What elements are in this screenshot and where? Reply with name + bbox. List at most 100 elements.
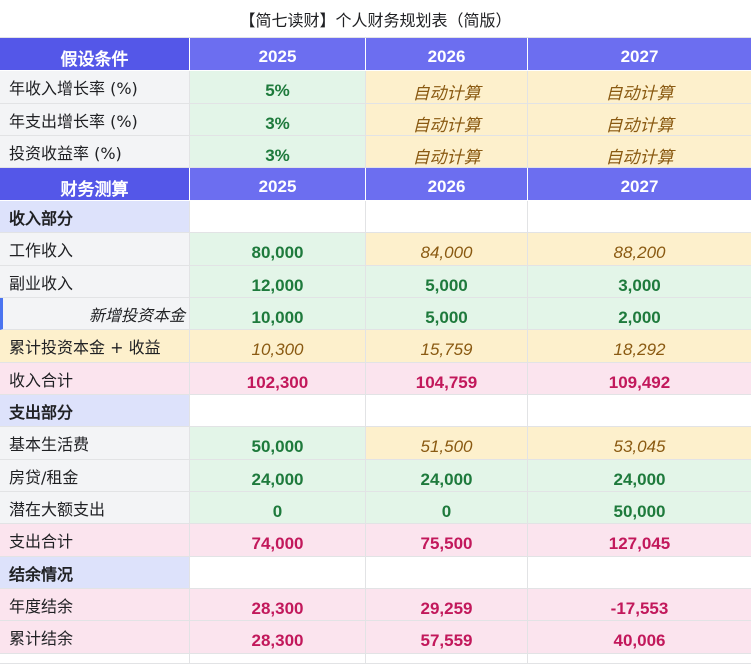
value-cell[interactable]: 50,000 <box>190 427 366 460</box>
auto-calc-cell[interactable]: 自动计算 <box>528 71 751 104</box>
value-cell[interactable]: 109,492 <box>528 363 751 395</box>
row-label[interactable]: 房贷/租金 <box>0 460 190 492</box>
row-label[interactable]: 年度结余 <box>0 589 190 621</box>
row-label[interactable]: 新增投资本金 <box>0 298 190 330</box>
section-row-balance: 结余情况 <box>0 557 751 589</box>
value-cell[interactable]: 102,300 <box>190 363 366 395</box>
value-cell[interactable]: 3% <box>190 104 366 136</box>
section-label[interactable]: 支出部分 <box>0 395 190 427</box>
value-cell[interactable]: 10,000 <box>190 298 366 330</box>
value-cell[interactable]: 53,045 <box>528 427 751 460</box>
empty-cell[interactable] <box>0 654 190 664</box>
section-label[interactable]: 结余情况 <box>0 557 190 589</box>
row-label[interactable]: 潜在大额支出 <box>0 492 190 524</box>
table-row: 年支出增长率 (%) 3% 自动计算 自动计算 <box>0 104 751 136</box>
auto-calc-cell[interactable]: 自动计算 <box>528 104 751 136</box>
value-cell[interactable]: 5,000 <box>366 298 528 330</box>
value-cell[interactable]: 0 <box>190 492 366 524</box>
year-header-2026[interactable]: 2026 <box>366 38 528 71</box>
assumptions-header[interactable]: 假设条件 <box>0 38 190 71</box>
value-cell[interactable]: 80,000 <box>190 233 366 266</box>
table-row: 潜在大额支出 0 0 50,000 <box>0 492 751 524</box>
title-row: 【简七读财】个人财务规划表（简版） <box>0 0 751 38</box>
table-row: 累计结余 28,300 57,559 40,006 <box>0 621 751 654</box>
value-cell[interactable]: 127,045 <box>528 524 751 557</box>
value-cell[interactable]: 15,759 <box>366 330 528 363</box>
empty-cell[interactable] <box>528 654 751 664</box>
value-cell[interactable]: 18,292 <box>528 330 751 363</box>
year-header-2027[interactable]: 2027 <box>528 38 751 71</box>
year-header-2026[interactable]: 2026 <box>366 168 528 201</box>
value-cell[interactable]: 3% <box>190 136 366 168</box>
value-cell[interactable]: -17,553 <box>528 589 751 621</box>
value-cell[interactable]: 24,000 <box>190 460 366 492</box>
value-cell[interactable]: 24,000 <box>366 460 528 492</box>
empty-cell[interactable] <box>528 557 751 589</box>
empty-cell[interactable] <box>528 201 751 233</box>
value-cell[interactable]: 0 <box>366 492 528 524</box>
table-row: 累计投资本金 + 收益 10,300 15,759 18,292 <box>0 330 751 363</box>
empty-row <box>0 654 751 664</box>
value-cell[interactable]: 84,000 <box>366 233 528 266</box>
row-label[interactable]: 年支出增长率 (%) <box>0 104 190 136</box>
section-row-expense: 支出部分 <box>0 395 751 427</box>
auto-calc-cell[interactable]: 自动计算 <box>366 104 528 136</box>
table-row: 投资收益率 (%) 3% 自动计算 自动计算 <box>0 136 751 168</box>
value-cell[interactable]: 5,000 <box>366 266 528 298</box>
empty-cell[interactable] <box>190 395 366 427</box>
value-cell[interactable]: 74,000 <box>190 524 366 557</box>
value-cell[interactable]: 5% <box>190 71 366 104</box>
total-row: 收入合计 102,300 104,759 109,492 <box>0 363 751 395</box>
row-label[interactable]: 工作收入 <box>0 233 190 266</box>
row-label[interactable]: 累计投资本金 + 收益 <box>0 330 190 363</box>
value-cell[interactable]: 28,300 <box>190 589 366 621</box>
row-label[interactable]: 支出合计 <box>0 524 190 557</box>
auto-calc-cell[interactable]: 自动计算 <box>366 71 528 104</box>
sheet-title[interactable]: 【简七读财】个人财务规划表（简版） <box>0 0 751 38</box>
section-label[interactable]: 收入部分 <box>0 201 190 233</box>
empty-cell[interactable] <box>366 395 528 427</box>
empty-cell[interactable] <box>190 201 366 233</box>
value-cell[interactable]: 40,006 <box>528 621 751 654</box>
value-cell[interactable]: 28,300 <box>190 621 366 654</box>
row-label[interactable]: 副业收入 <box>0 266 190 298</box>
value-cell[interactable]: 50,000 <box>528 492 751 524</box>
empty-cell[interactable] <box>190 654 366 664</box>
finance-header-row: 财务测算 2025 2026 2027 <box>0 168 751 201</box>
empty-cell[interactable] <box>190 557 366 589</box>
empty-cell[interactable] <box>528 395 751 427</box>
row-label[interactable]: 年收入增长率 (%) <box>0 71 190 104</box>
finance-header[interactable]: 财务测算 <box>0 168 190 201</box>
table-row: 年度结余 28,300 29,259 -17,553 <box>0 589 751 621</box>
empty-cell[interactable] <box>366 201 528 233</box>
value-cell[interactable]: 10,300 <box>190 330 366 363</box>
row-label[interactable]: 投资收益率 (%) <box>0 136 190 168</box>
auto-calc-cell[interactable]: 自动计算 <box>366 136 528 168</box>
row-label[interactable]: 累计结余 <box>0 621 190 654</box>
table-row: 副业收入 12,000 5,000 3,000 <box>0 266 751 298</box>
empty-cell[interactable] <box>366 557 528 589</box>
year-header-2025[interactable]: 2025 <box>190 168 366 201</box>
value-cell[interactable]: 29,259 <box>366 589 528 621</box>
table-row: 房贷/租金 24,000 24,000 24,000 <box>0 460 751 492</box>
value-cell[interactable]: 88,200 <box>528 233 751 266</box>
year-header-2025[interactable]: 2025 <box>190 38 366 71</box>
row-label[interactable]: 基本生活费 <box>0 427 190 460</box>
table-row: 基本生活费 50,000 51,500 53,045 <box>0 427 751 460</box>
value-cell[interactable]: 24,000 <box>528 460 751 492</box>
value-cell[interactable]: 3,000 <box>528 266 751 298</box>
empty-cell[interactable] <box>366 654 528 664</box>
assumptions-header-row: 假设条件 2025 2026 2027 <box>0 38 751 71</box>
row-label[interactable]: 收入合计 <box>0 363 190 395</box>
table-row: 工作收入 80,000 84,000 88,200 <box>0 233 751 266</box>
value-cell[interactable]: 75,500 <box>366 524 528 557</box>
value-cell[interactable]: 2,000 <box>528 298 751 330</box>
table-row: 新增投资本金 10,000 5,000 2,000 <box>0 298 751 330</box>
value-cell[interactable]: 12,000 <box>190 266 366 298</box>
value-cell[interactable]: 57,559 <box>366 621 528 654</box>
year-header-2027[interactable]: 2027 <box>528 168 751 201</box>
value-cell[interactable]: 51,500 <box>366 427 528 460</box>
auto-calc-cell[interactable]: 自动计算 <box>528 136 751 168</box>
value-cell[interactable]: 104,759 <box>366 363 528 395</box>
